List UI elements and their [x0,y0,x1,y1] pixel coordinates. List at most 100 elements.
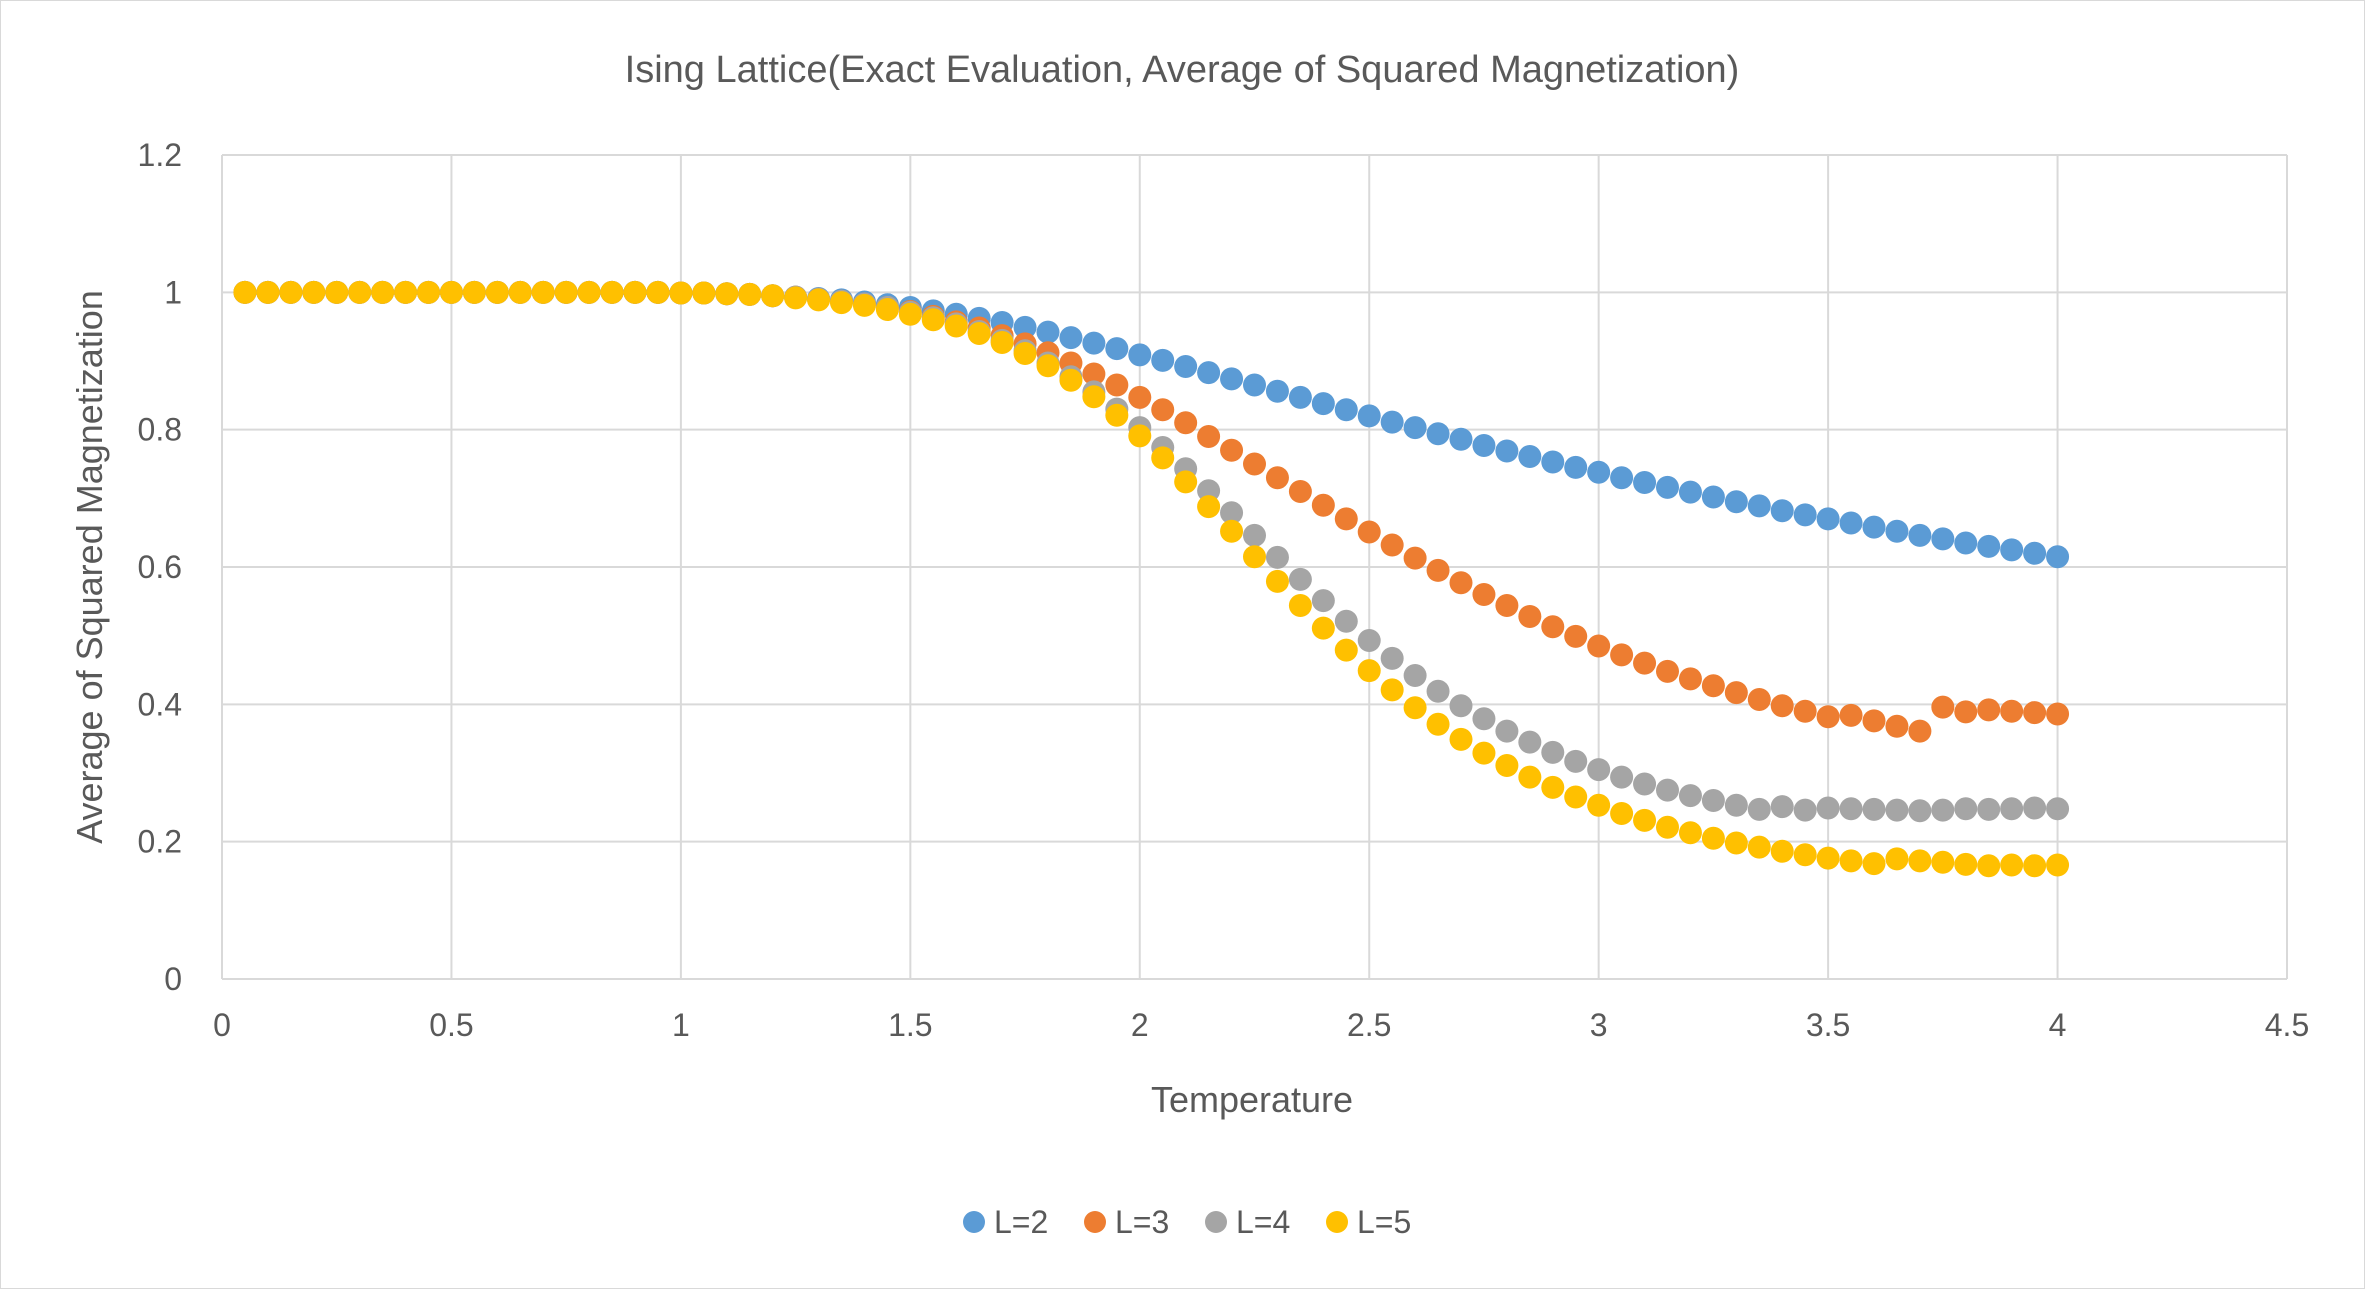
data-point [1564,785,1588,809]
x-tick-label: 2 [1131,1007,1149,1043]
data-point [1288,567,1312,591]
data-point [1701,826,1725,850]
data-point [1288,479,1312,503]
data-point [875,298,899,321]
data-point [1243,523,1266,547]
data-point [1105,403,1129,427]
data-point [1472,741,1496,765]
data-point [1357,520,1381,544]
y-axis-title: Average of Squared Magnetization [69,290,110,844]
x-tick-label: 3 [1590,1007,1608,1043]
data-point [1403,546,1427,570]
data-point [1724,681,1748,705]
data-point [1656,475,1679,499]
data-point [1747,835,1771,859]
data-point [1380,533,1404,557]
x-tick-label: 3.5 [1806,1007,1850,1043]
data-point [1931,527,1955,551]
data-point [1518,444,1542,468]
data-point [1610,466,1634,490]
data-point [1151,446,1175,470]
data-point [2000,853,2024,877]
data-point [2046,797,2070,821]
data-point [1197,425,1221,449]
data-point [600,280,624,304]
data-point [1977,534,2001,558]
legend-label: L=5 [1357,1204,1411,1240]
data-point [508,280,532,304]
data-point [1885,847,1909,871]
data-point [325,280,349,304]
data-point [738,282,762,306]
data-point [1220,519,1244,543]
data-point [1954,797,1978,821]
data-point [1174,411,1198,435]
data-point [485,280,509,304]
data-point [1862,797,1886,821]
data-point [1472,433,1496,457]
data-point [692,281,716,305]
data-point [1403,663,1427,687]
x-tick-label: 4 [2049,1007,2067,1043]
data-point [1587,758,1611,782]
data-point [1770,694,1794,718]
data-point [1449,694,1473,718]
data-point [1197,479,1221,503]
data-point [2000,797,2024,821]
data-point [2046,702,2070,726]
data-point [784,286,808,310]
data-point [1288,593,1312,617]
data-point [1426,558,1450,582]
y-tick-label: 0.8 [138,412,182,448]
data-point [1678,480,1702,504]
data-point [1885,519,1909,543]
data-point [1724,490,1748,514]
data-point [394,280,418,304]
data-point [1105,373,1129,397]
series-l-4 [233,280,2070,823]
data-point [1013,341,1037,365]
data-point [1839,849,1863,873]
data-point [1197,361,1221,385]
data-point [921,308,945,332]
legend-marker [1084,1211,1106,1233]
data-point [1380,410,1404,434]
data-point [1311,392,1335,416]
data-point [1564,624,1588,648]
y-tick-label: 1 [164,274,182,310]
data-point [1724,831,1748,855]
data-point [1128,343,1152,367]
data-point [1495,593,1519,617]
data-point [1633,471,1657,495]
data-point [1449,427,1473,451]
data-point [1770,499,1794,523]
data-point [623,280,647,304]
data-point [1954,852,1978,876]
data-point [1747,688,1771,712]
data-point [1105,337,1129,361]
data-point [1380,678,1404,702]
data-point [1747,494,1771,518]
data-point [1013,315,1037,339]
y-tick-label: 0.4 [138,686,182,722]
data-point [1334,609,1358,633]
data-point [1128,385,1152,409]
data-point [1495,439,1519,463]
data-point [1610,802,1634,826]
data-point [1357,659,1381,683]
data-point [990,330,1014,354]
data-point [1426,712,1450,736]
data-point [1678,821,1702,845]
data-point [1816,705,1840,729]
data-point [1587,793,1611,817]
chart-title: Ising Lattice(Exact Evaluation, Average … [625,49,1740,91]
data-point [1954,700,1978,724]
data-point [1380,646,1404,670]
tick-labels: 0 0.2 0.4 0.6 0.8 1 1.2 0 0.5 1 1.5 2 2.5 3 3.5 4 4.5 [138,137,2310,1043]
data-point [1449,571,1473,595]
data-point [462,280,486,304]
data-point [1220,501,1244,525]
data-point [2046,545,2070,569]
data-point [1082,331,1106,355]
data-point [1816,846,1840,870]
